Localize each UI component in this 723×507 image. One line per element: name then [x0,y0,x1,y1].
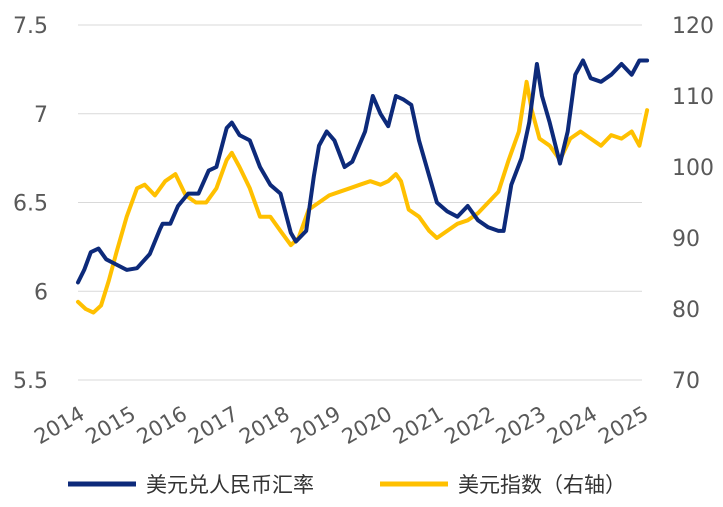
right-axis-ticks: 70 80 90 100 110 120 [672,14,714,394]
right-tick-label: 100 [672,156,714,181]
right-tick-label: 110 [672,85,714,110]
left-tick-label: 6 [34,280,48,305]
series-line-0 [76,58,650,285]
x-tick-label: 2022 [440,402,498,450]
left-tick-label: 7 [34,103,48,128]
x-tick-label: 2024 [543,402,601,450]
x-tick-label: 2017 [184,402,242,450]
right-tick-label: 90 [672,227,700,252]
legend-label-usdcny: 美元兑人民币汇率 [146,473,314,497]
left-tick-label: 5.5 [13,369,48,394]
x-tick-label: 2025 [594,402,652,450]
x-tick-label: 2020 [338,402,396,450]
right-tick-label: 120 [672,14,714,39]
series-line-1 [76,79,650,315]
left-tick-label: 7.5 [13,14,48,39]
x-tick-label: 2021 [389,402,447,450]
right-tick-label: 70 [672,369,700,394]
x-tick-label: 2015 [81,402,139,450]
series-lines [76,58,650,315]
gridlines [78,24,642,381]
left-axis-ticks: 5.5 6 6.5 7 7.5 [13,14,48,394]
x-tick-label: 2019 [287,402,345,450]
x-tick-label: 2014 [30,402,88,450]
right-tick-label: 80 [672,298,700,323]
legend: 美元兑人民币汇率 美元指数（右轴） [68,473,626,497]
left-tick-label: 6.5 [13,192,48,217]
x-axis-ticks: 2014201520162017201820192020202120222023… [30,402,652,450]
legend-label-dxy: 美元指数（右轴） [458,473,626,497]
x-tick-label: 2018 [235,402,293,450]
x-tick-label: 2023 [492,402,550,450]
x-tick-label: 2016 [133,402,191,450]
